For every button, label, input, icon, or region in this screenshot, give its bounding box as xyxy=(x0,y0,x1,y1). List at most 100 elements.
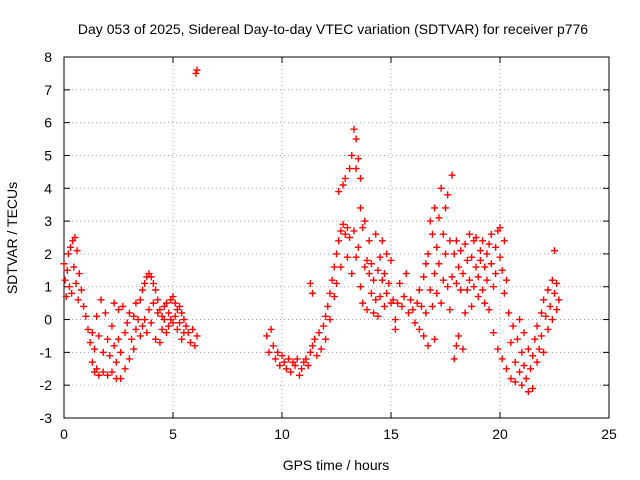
data-point xyxy=(335,237,343,245)
data-point xyxy=(352,165,360,173)
data-point xyxy=(411,319,419,327)
data-point xyxy=(518,381,526,389)
data-point xyxy=(533,322,541,330)
data-point xyxy=(165,309,173,317)
data-point xyxy=(145,306,153,314)
x-tick-label: 10 xyxy=(274,426,290,442)
data-point xyxy=(176,319,184,327)
data-point xyxy=(378,237,386,245)
data-point xyxy=(555,296,563,304)
data-point xyxy=(431,270,439,278)
data-point xyxy=(93,312,101,320)
y-tick-label: 0 xyxy=(44,312,52,328)
data-point xyxy=(457,286,465,294)
data-point xyxy=(420,332,428,340)
x-tick-labels: 0 5 10 15 20 25 xyxy=(60,426,617,442)
data-point xyxy=(446,306,454,314)
data-point xyxy=(346,165,354,173)
data-point xyxy=(86,339,94,347)
data-point xyxy=(378,276,386,284)
data-point xyxy=(143,329,151,337)
data-point xyxy=(350,227,358,235)
data-point xyxy=(435,260,443,268)
data-point xyxy=(348,270,356,278)
data-point xyxy=(407,296,415,304)
data-point xyxy=(330,293,338,301)
data-point xyxy=(156,339,164,347)
data-point xyxy=(178,335,186,343)
data-point xyxy=(485,306,493,314)
data-point xyxy=(365,237,373,245)
x-tick-label: 20 xyxy=(492,426,508,442)
data-point xyxy=(291,361,299,369)
data-point xyxy=(400,293,408,301)
data-point xyxy=(278,352,286,360)
data-point xyxy=(498,355,506,363)
data-point xyxy=(317,345,325,353)
data-point xyxy=(128,335,136,343)
data-point xyxy=(363,306,371,314)
data-point xyxy=(383,250,391,258)
data-point xyxy=(455,263,463,271)
data-point xyxy=(374,312,382,320)
data-point xyxy=(485,240,493,248)
data-point xyxy=(63,266,71,274)
data-point xyxy=(61,276,69,284)
data-point xyxy=(503,276,511,284)
data-point xyxy=(182,322,190,330)
data-point xyxy=(463,286,471,294)
data-point xyxy=(446,237,454,245)
data-point xyxy=(431,204,439,212)
data-point xyxy=(293,355,301,363)
data-point xyxy=(468,302,476,310)
data-point xyxy=(433,289,441,297)
data-point xyxy=(450,250,458,258)
data-point xyxy=(354,243,362,251)
data-point xyxy=(162,299,170,307)
data-point xyxy=(465,230,473,238)
data-point xyxy=(112,358,120,366)
data-point xyxy=(130,345,138,353)
y-tick-label: 5 xyxy=(44,147,52,163)
data-point xyxy=(117,348,125,356)
data-point xyxy=(343,253,351,261)
data-point xyxy=(520,329,528,337)
data-point xyxy=(542,312,550,320)
data-point xyxy=(474,293,482,301)
data-point xyxy=(380,270,388,278)
data-point xyxy=(553,279,561,287)
data-point xyxy=(494,345,502,353)
data-point xyxy=(110,342,118,350)
data-point xyxy=(322,312,330,320)
data-point xyxy=(442,250,449,258)
data-point xyxy=(138,286,146,294)
data-point xyxy=(68,289,76,297)
data-point xyxy=(171,312,179,320)
data-point xyxy=(173,325,181,333)
data-point xyxy=(442,204,449,212)
y-tick-label: -3 xyxy=(40,410,53,426)
data-point xyxy=(304,361,312,369)
data-point xyxy=(385,279,393,287)
data-point xyxy=(309,342,317,350)
data-point xyxy=(398,302,406,310)
data-point xyxy=(511,358,519,366)
data-point xyxy=(341,174,349,182)
data-point xyxy=(361,263,369,271)
data-point xyxy=(507,339,515,347)
data-point xyxy=(402,270,410,278)
data-point xyxy=(544,325,552,333)
data-point xyxy=(171,299,179,307)
data-point xyxy=(500,289,508,297)
data-point xyxy=(492,243,500,251)
data-point xyxy=(71,234,79,241)
data-point xyxy=(313,352,321,360)
y-tick-label: 8 xyxy=(44,49,52,65)
data-point xyxy=(394,299,402,307)
data-point xyxy=(422,309,430,317)
data-point xyxy=(115,306,122,314)
data-point xyxy=(529,352,537,360)
data-point xyxy=(125,355,133,363)
data-point xyxy=(540,348,548,356)
data-point xyxy=(461,240,469,248)
